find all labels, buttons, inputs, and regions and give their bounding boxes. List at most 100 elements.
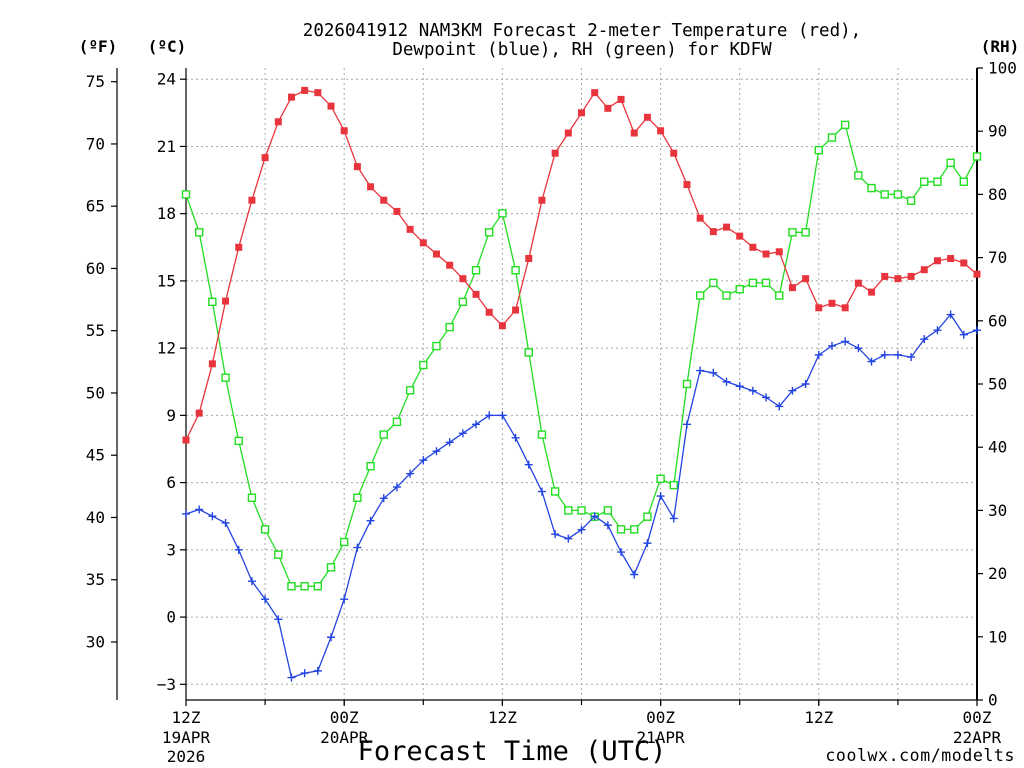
y-tick-label-rh: 50 [988, 375, 1007, 394]
temperature-point [288, 94, 295, 101]
rh-point [828, 134, 835, 141]
temperature-point [499, 322, 506, 329]
temperature-point [341, 127, 348, 134]
rh-point [222, 374, 229, 381]
temperature-point [196, 410, 203, 417]
temperature-point [552, 150, 559, 157]
x-tick-label-date: 22APR [953, 728, 1002, 747]
rh-point [446, 324, 453, 331]
rh-point [301, 583, 308, 590]
y-tick-label-fahrenheit: 75 [86, 72, 105, 91]
rh-point [525, 349, 532, 356]
rh-point [697, 292, 704, 299]
temperature-point [420, 239, 427, 246]
credit-text: coolwx.com/modelts [825, 746, 1015, 765]
rh-point [407, 387, 414, 394]
temperature-point [934, 257, 941, 264]
temperature-point [393, 208, 400, 215]
temperature-point [974, 271, 981, 278]
rh-point [565, 507, 572, 514]
y-tick-label-rh: 40 [988, 438, 1007, 457]
rh-point [459, 298, 466, 305]
temperature-point [314, 89, 321, 96]
temperature-point [842, 304, 849, 311]
temperature-point [486, 309, 493, 316]
rh-point [631, 526, 638, 533]
temperature-point [209, 360, 216, 367]
temperature-point [328, 103, 335, 110]
chart-title-line-2: Dewpoint (blue), RH (green) for KDFW [392, 40, 772, 60]
rh-point [393, 418, 400, 425]
rh-point [736, 286, 743, 293]
rh-point [934, 178, 941, 185]
temperature-point [565, 129, 572, 136]
rh-point [328, 564, 335, 571]
temperature-point [262, 154, 269, 161]
y-tick-label-celsius: 21 [157, 137, 176, 156]
rh-point [433, 343, 440, 350]
temperature-point [618, 96, 625, 103]
temperature-point [538, 197, 545, 204]
y-tick-label-celsius: 0 [166, 608, 176, 627]
temperature-point [670, 150, 677, 157]
temperature-point [578, 109, 585, 116]
x-tick-label-time: 12Z [488, 708, 517, 727]
rh-point [578, 507, 585, 514]
y-tick-label-celsius: 18 [157, 204, 176, 223]
temperature-point [855, 280, 862, 287]
y-tick-label-fahrenheit: 60 [86, 259, 105, 278]
rh-point [908, 197, 915, 204]
rh-point [960, 178, 967, 185]
temperature-point [894, 275, 901, 282]
temperature-point [407, 226, 414, 233]
rh-point [552, 488, 559, 495]
temperature-point [248, 197, 255, 204]
rh-point [183, 191, 190, 198]
temperature-point [683, 181, 690, 188]
temperature-point [525, 255, 532, 262]
rh-point [921, 178, 928, 185]
temperature-point [947, 255, 954, 262]
temperature-point [222, 298, 229, 305]
temperature-point [710, 228, 717, 235]
y-tick-label-rh: 30 [988, 501, 1007, 520]
temperature-point [433, 251, 440, 258]
x-tick-label-time: 12Z [804, 708, 833, 727]
chart-title-line-1: 2026041912 NAM3KM Forecast 2-meter Tempe… [303, 21, 861, 41]
fahrenheit-axis-label: (ºF) [79, 37, 118, 56]
rh-point [974, 153, 981, 160]
temperature-point [591, 89, 598, 96]
temperature-point [301, 87, 308, 94]
temperature-point [697, 215, 704, 222]
rh-point [380, 431, 387, 438]
rh-point [763, 279, 770, 286]
rh-point [499, 210, 506, 217]
y-tick-label-celsius: 9 [166, 406, 176, 425]
y-tick-label-rh: 0 [988, 691, 998, 710]
chart-background [0, 0, 1024, 768]
temperature-point [235, 244, 242, 251]
temperature-point [446, 262, 453, 269]
x-tick-label-date: 19APR [162, 728, 211, 747]
rh-point [248, 494, 255, 501]
rh-point [710, 279, 717, 286]
y-tick-label-celsius: −3 [157, 675, 176, 694]
temperature-point [657, 127, 664, 134]
rh-point [367, 463, 374, 470]
y-tick-label-fahrenheit: 70 [86, 134, 105, 153]
rh-point [196, 229, 203, 236]
temperature-point [275, 118, 282, 125]
temperature-point [604, 105, 611, 112]
rh-axis-label: (RH) [981, 37, 1020, 56]
rh-point [881, 191, 888, 198]
temperature-point [868, 289, 875, 296]
y-tick-label-rh: 20 [988, 564, 1007, 583]
rh-point [262, 526, 269, 533]
rh-point [538, 431, 545, 438]
temperature-point [815, 304, 822, 311]
temperature-point [736, 233, 743, 240]
rh-point [815, 147, 822, 154]
rh-point [723, 292, 730, 299]
rh-point [275, 551, 282, 558]
temperature-point [380, 197, 387, 204]
